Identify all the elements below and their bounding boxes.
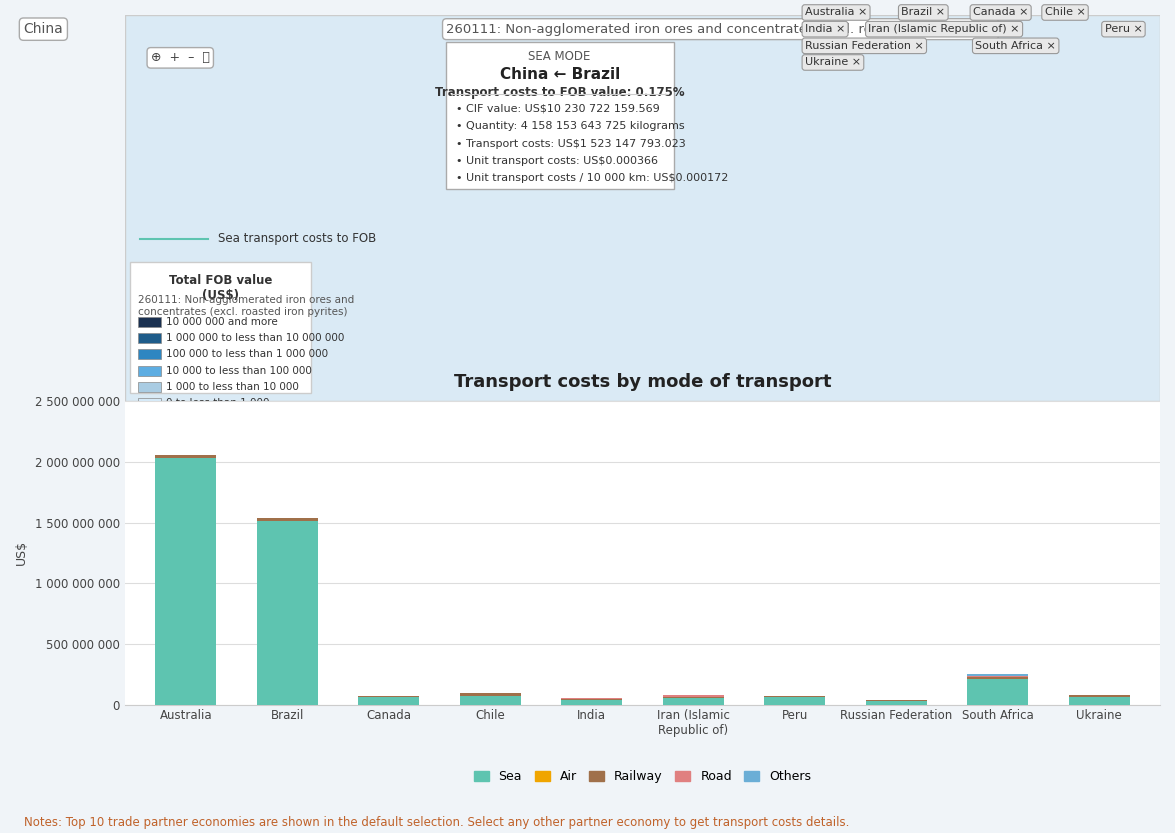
Text: Brazil ×: Brazil × — [901, 7, 946, 17]
Text: China: China — [24, 22, 63, 36]
Bar — [139, 333, 161, 343]
Bar — [257, 521, 317, 705]
Bar — [663, 698, 724, 705]
Bar — [663, 695, 724, 696]
Bar — [764, 696, 825, 705]
Text: Canada ×: Canada × — [973, 7, 1028, 17]
Bar — [155, 458, 216, 705]
Text: 100 000 to less than 1 000 000: 100 000 to less than 1 000 000 — [167, 350, 329, 360]
Text: 260111: Non-agglomerated iron ores and concentrates (excl. roasted iron pyrites): 260111: Non-agglomerated iron ores and c… — [446, 22, 994, 36]
Text: Sea transport costs to FOB: Sea transport costs to FOB — [219, 232, 376, 246]
Text: • Quantity: 4 158 153 643 725 kilograms: • Quantity: 4 158 153 643 725 kilograms — [456, 122, 685, 132]
Bar — [866, 701, 927, 705]
Bar — [663, 696, 724, 698]
Text: No data: No data — [167, 414, 207, 424]
Bar — [562, 698, 623, 699]
Text: Russian Federation ×: Russian Federation × — [805, 41, 924, 51]
Text: China ← Brazil: China ← Brazil — [499, 67, 619, 82]
Text: 0 to less than 1 000: 0 to less than 1 000 — [167, 398, 270, 408]
Text: • Unit transport costs: US$0.000366: • Unit transport costs: US$0.000366 — [456, 156, 658, 166]
Bar — [139, 398, 161, 408]
Title: Transport costs by mode of transport: Transport costs by mode of transport — [454, 373, 831, 392]
Legend: Sea, Air, Railway, Road, Others: Sea, Air, Railway, Road, Others — [469, 766, 817, 789]
Text: India ×: India × — [805, 24, 845, 34]
Bar — [257, 518, 317, 521]
Bar — [139, 382, 161, 392]
Bar — [139, 366, 161, 376]
Bar — [139, 317, 161, 327]
Bar — [967, 674, 1028, 676]
Bar — [562, 700, 623, 705]
Text: Total FOB value
(US$): Total FOB value (US$) — [169, 274, 273, 302]
Text: Ukraine ×: Ukraine × — [805, 57, 861, 67]
Bar — [155, 455, 216, 458]
Text: • CIF value: US$10 230 722 159.569: • CIF value: US$10 230 722 159.569 — [456, 104, 660, 114]
Bar — [967, 676, 1028, 679]
Bar — [967, 679, 1028, 705]
Text: SEA MODE: SEA MODE — [529, 50, 591, 62]
Text: 260111: Non-agglomerated iron ores and
concentrates (excl. roasted iron pyrites): 260111: Non-agglomerated iron ores and c… — [139, 295, 355, 317]
Text: ⊕  +  –  ⤢: ⊕ + – ⤢ — [150, 52, 209, 64]
Text: 10 000 to less than 100 000: 10 000 to less than 100 000 — [167, 366, 313, 376]
Bar — [459, 696, 521, 705]
Text: 1 000 000 to less than 10 000 000: 1 000 000 to less than 10 000 000 — [167, 333, 344, 343]
Text: • Unit transport costs / 10 000 km: US$0.000172: • Unit transport costs / 10 000 km: US$0… — [456, 173, 728, 183]
Text: 1 000 to less than 10 000: 1 000 to less than 10 000 — [167, 382, 300, 392]
Text: Australia ×: Australia × — [805, 7, 867, 17]
Bar — [358, 696, 419, 705]
Bar — [445, 42, 673, 189]
Text: 10 000 000 and more: 10 000 000 and more — [167, 317, 278, 327]
Text: Notes: Top 10 trade partner economies are shown in the default selection. Select: Notes: Top 10 trade partner economies ar… — [24, 816, 848, 829]
Text: Transport costs to FOB value: 0.175%: Transport costs to FOB value: 0.175% — [435, 87, 685, 99]
Bar — [130, 262, 311, 393]
Y-axis label: US$: US$ — [15, 541, 28, 566]
Bar — [1069, 696, 1129, 705]
Text: • Transport costs: US$1 523 147 793.023: • Transport costs: US$1 523 147 793.023 — [456, 138, 686, 148]
Bar — [139, 349, 161, 360]
Text: Chile ×: Chile × — [1045, 7, 1086, 17]
Text: South Africa ×: South Africa × — [975, 41, 1056, 51]
Text: Peru ×: Peru × — [1104, 24, 1142, 34]
Bar — [459, 693, 521, 696]
Bar — [139, 414, 161, 424]
Text: Iran (Islamic Republic of) ×: Iran (Islamic Republic of) × — [868, 24, 1020, 34]
